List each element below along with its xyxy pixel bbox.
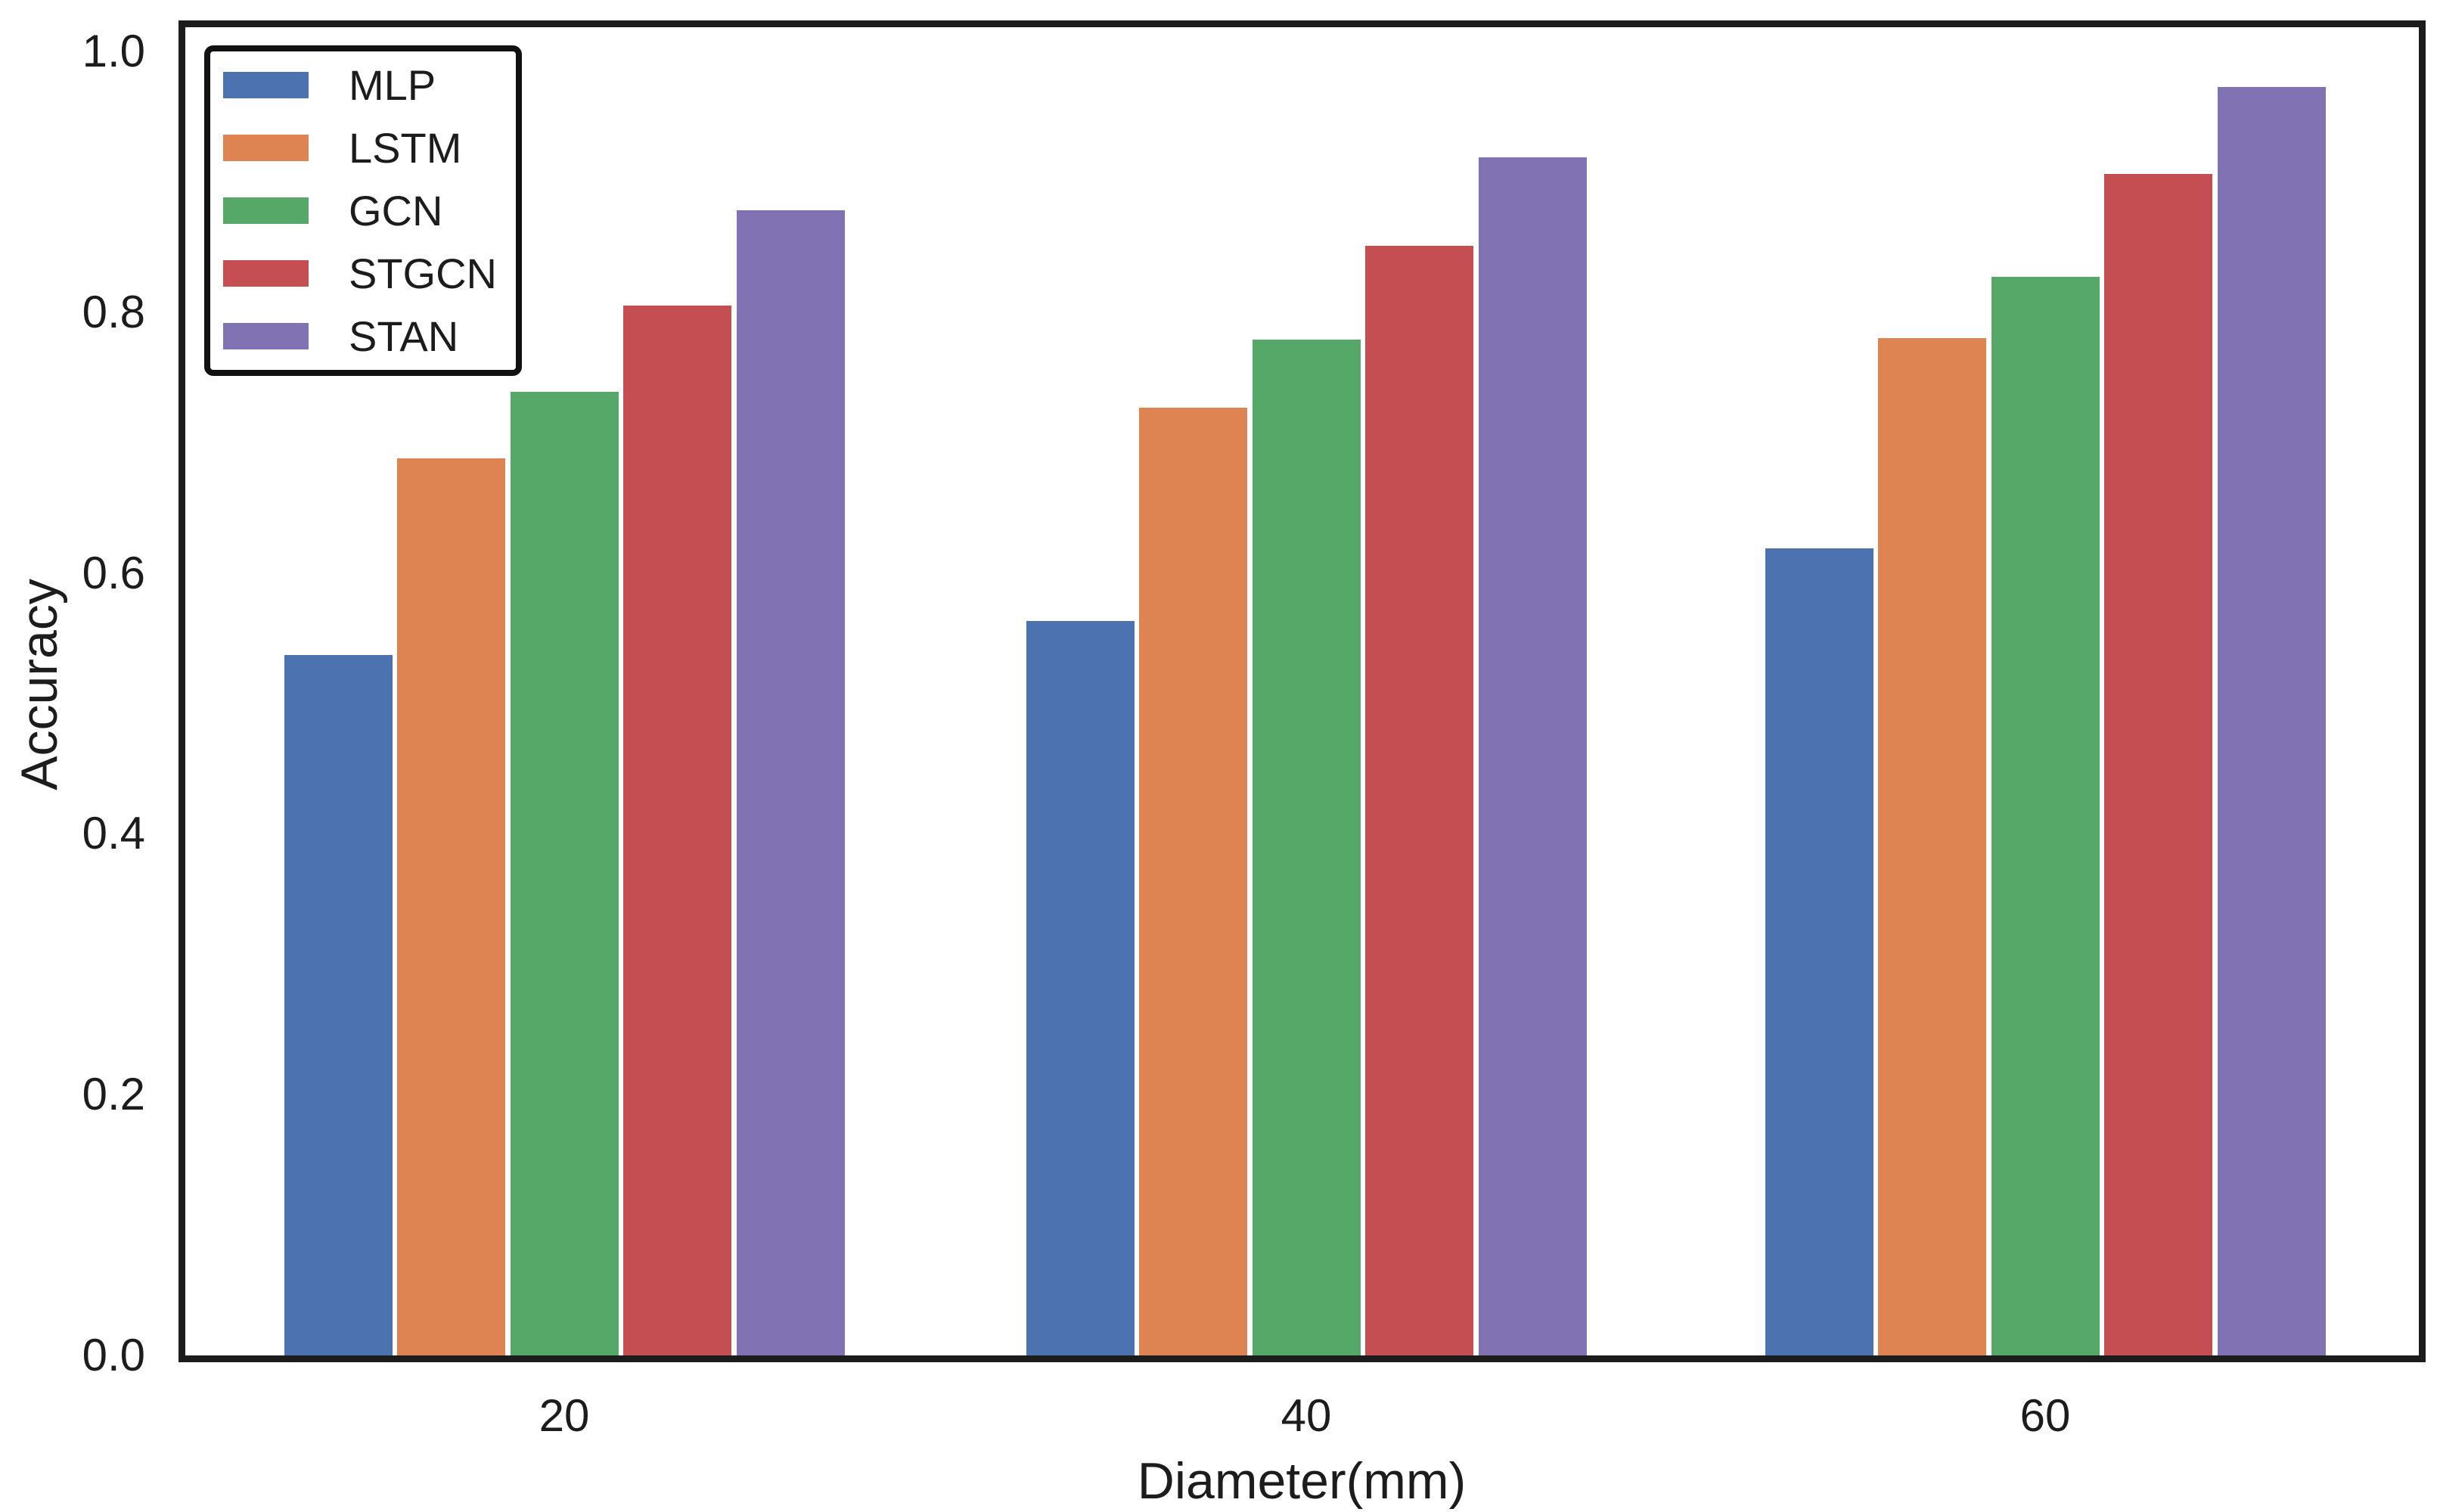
legend-item-stan: STAN	[223, 305, 516, 368]
bar-lstm-20	[397, 458, 505, 1355]
legend-swatch-lstm	[223, 135, 309, 161]
legend-swatch-gcn	[223, 197, 309, 224]
y-tick-label-0.0: 0.0	[82, 1330, 145, 1380]
bar-gcn-20	[511, 392, 619, 1355]
y-tick-label-0.4: 0.4	[82, 808, 145, 858]
y-tick-label-0.8: 0.8	[82, 287, 145, 337]
legend-swatch-stan	[223, 323, 309, 349]
bar-stgcn-40	[1365, 246, 1473, 1355]
x-tick-label-60: 60	[2019, 1390, 2071, 1441]
legend-label-gcn: GCN	[349, 186, 443, 234]
legend-label-lstm: LSTM	[349, 123, 462, 172]
bar-gcn-40	[1253, 340, 1361, 1355]
bar-mlp-60	[1765, 548, 1873, 1355]
bar-stgcn-20	[623, 306, 731, 1355]
x-axis-title: Diameter(mm)	[1137, 1452, 1467, 1510]
bar-mlp-40	[1026, 621, 1135, 1355]
y-axis-title: Accuracy	[11, 579, 68, 790]
legend-label-mlp: MLP	[349, 61, 436, 109]
x-tick-label-40: 40	[1281, 1390, 1332, 1441]
bar-stan-60	[2218, 87, 2326, 1355]
legend-item-lstm: LSTM	[223, 116, 516, 179]
x-tick-label-20: 20	[539, 1390, 590, 1441]
legend-label-stgcn: STGCN	[349, 249, 497, 297]
y-tick-label-0.6: 0.6	[82, 548, 145, 598]
y-tick-label-0.2: 0.2	[82, 1069, 145, 1119]
plot-area: MLP LSTM GCN STGCN STAN	[178, 20, 2426, 1362]
bars-layer	[185, 27, 2419, 1355]
bar-stan-20	[737, 210, 845, 1355]
legend-item-stgcn: STGCN	[223, 242, 516, 305]
y-tick-label-1.0: 1.0	[82, 26, 145, 76]
bar-mlp-20	[284, 655, 393, 1355]
legend: MLP LSTM GCN STGCN STAN	[204, 45, 522, 376]
bar-stgcn-60	[2104, 174, 2212, 1355]
bar-stan-40	[1479, 157, 1587, 1355]
legend-item-mlp: MLP	[223, 54, 516, 116]
legend-swatch-stgcn	[223, 260, 309, 287]
bar-gcn-60	[1991, 277, 2100, 1355]
legend-label-stan: STAN	[349, 312, 459, 360]
legend-swatch-mlp	[223, 72, 309, 98]
legend-item-gcn: GCN	[223, 179, 516, 242]
bar-lstm-40	[1139, 408, 1247, 1355]
bar-lstm-60	[1878, 338, 1986, 1355]
